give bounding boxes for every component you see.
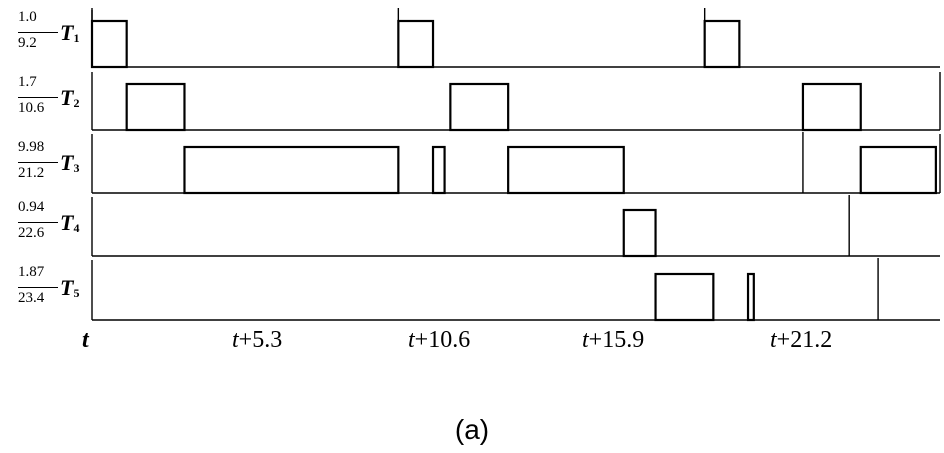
execution-burst [703, 19, 741, 69]
task-period-denominator: 10.6 [18, 100, 45, 116]
execution-burst [622, 208, 657, 258]
task-name: T5 [60, 275, 80, 301]
task-utilization-numerator: 9.98 [18, 139, 45, 155]
fraction-bar [18, 97, 58, 98]
task-label-5: 1.87 23.4 T5 [18, 265, 88, 325]
execution-burst [125, 82, 186, 132]
task-label-1: 1.0 9.2 T1 [18, 10, 88, 70]
execution-burst [654, 272, 715, 322]
time-tick-label-1: t+5.3 [232, 327, 283, 353]
task-name: T2 [60, 85, 80, 111]
fraction-bar [18, 32, 58, 33]
execution-burst [507, 145, 625, 195]
task-name: T1 [60, 20, 80, 46]
execution-burst [859, 145, 937, 195]
task-period-denominator: 23.4 [18, 290, 45, 306]
task-utilization-numerator: 0.94 [18, 199, 45, 215]
execution-burst [431, 145, 446, 195]
task-utilization-numerator: 1.7 [18, 74, 37, 90]
time-origin-label: t [82, 327, 89, 353]
time-tick-label-4: t+21.2 [770, 327, 833, 353]
task-label-2: 1.7 10.6 T2 [18, 75, 88, 135]
fraction-bar [18, 222, 58, 223]
execution-burst [90, 19, 128, 69]
execution-burst [746, 272, 755, 322]
task-period-denominator: 9.2 [18, 35, 37, 51]
time-tick-label-3: t+15.9 [582, 327, 645, 353]
task-period-denominator: 22.6 [18, 225, 45, 241]
task-label-3: 9.98 21.2 T3 [18, 140, 88, 200]
fraction-bar [18, 162, 58, 163]
execution-burst [183, 145, 400, 195]
task-utilization-numerator: 1.0 [18, 9, 37, 25]
execution-burst [801, 82, 862, 132]
task-utilization-numerator: 1.87 [18, 264, 45, 280]
task-period-denominator: 21.2 [18, 165, 45, 181]
figure-caption: (a) [454, 414, 490, 445]
execution-burst [397, 19, 435, 69]
task-label-4: 0.94 22.6 T4 [18, 200, 88, 260]
fraction-bar [18, 287, 58, 288]
time-tick-label-2: t+10.6 [408, 327, 471, 353]
execution-burst [449, 82, 510, 132]
task-name: T3 [60, 150, 80, 176]
task-name: T4 [60, 210, 80, 236]
